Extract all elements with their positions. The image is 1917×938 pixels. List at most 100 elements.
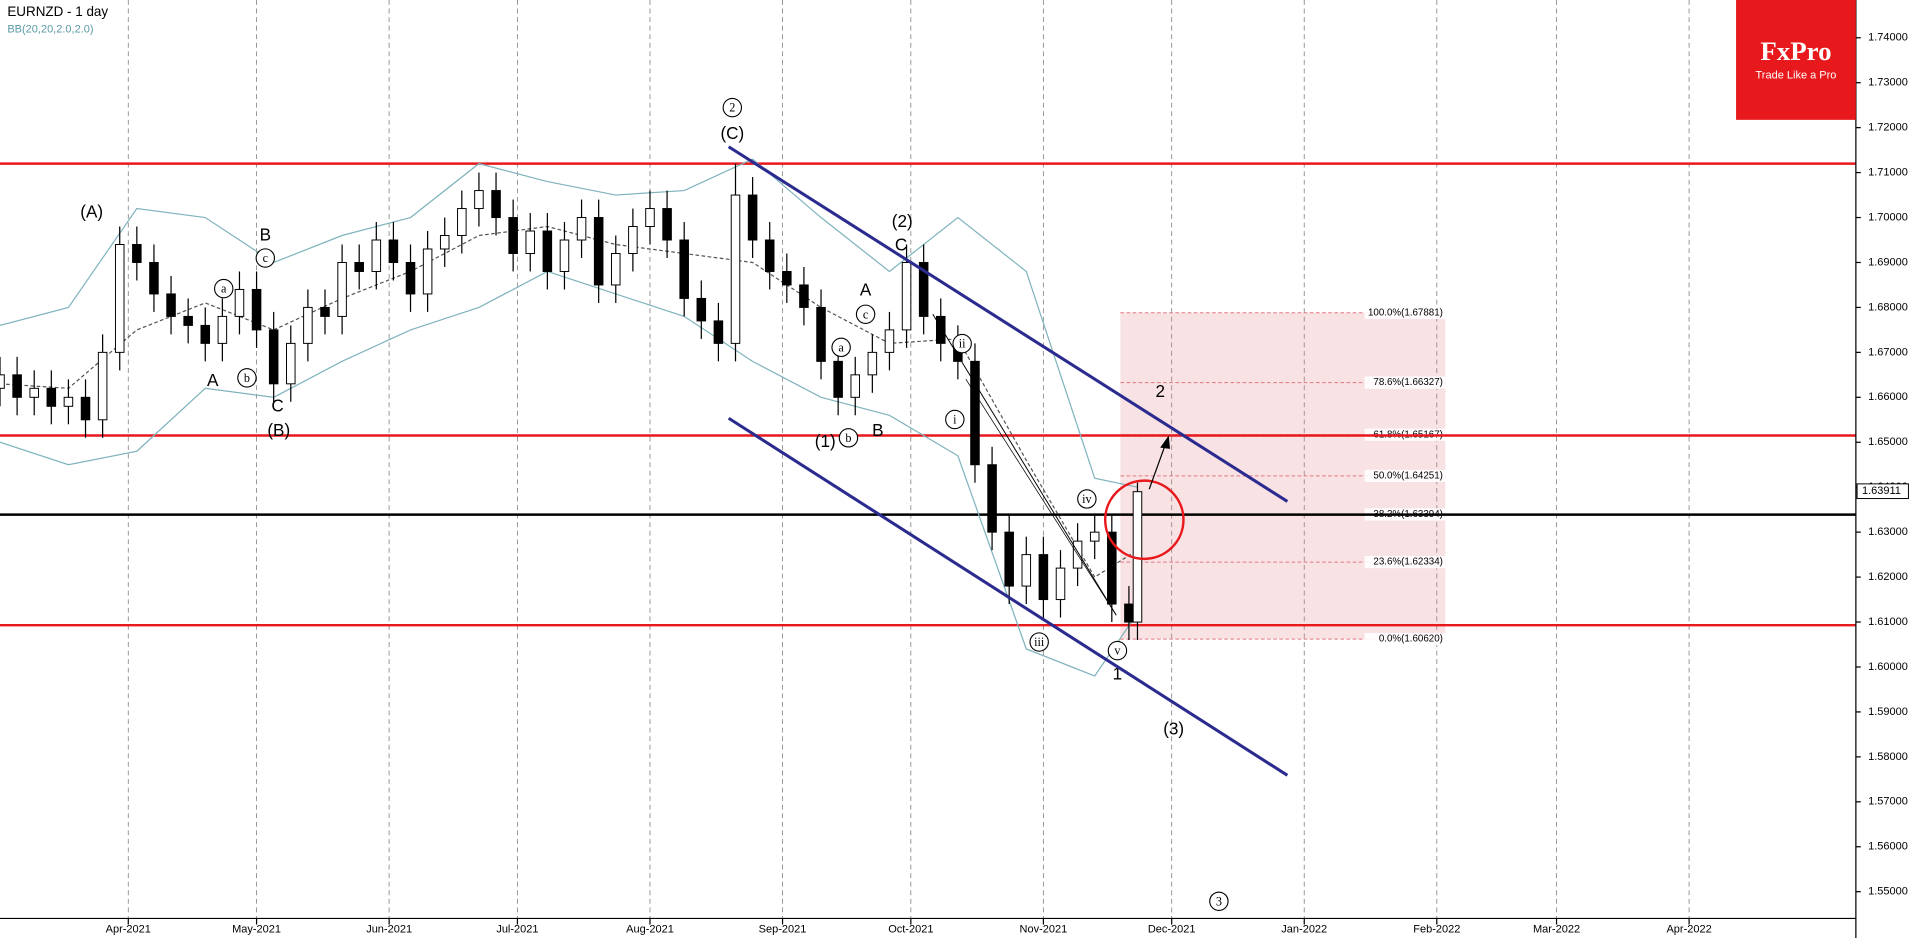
wave-circle — [855, 304, 876, 325]
candle-body — [0, 374, 5, 389]
y-tick-label: 1.59000 — [1868, 706, 1908, 718]
y-tick-label: 1.71000 — [1868, 166, 1908, 178]
x-tick-label: Mar-2022 — [1533, 923, 1580, 935]
wave-label: 2 — [1155, 382, 1165, 401]
chart-title: EURNZD - 1 day — [7, 4, 108, 19]
y-tick-label: 1.60000 — [1868, 661, 1908, 673]
candle-body — [422, 248, 433, 295]
y-tick-label: 1.73000 — [1868, 77, 1908, 89]
wave-label: (C) — [720, 124, 744, 143]
candle-body — [457, 208, 467, 237]
wave-label: i — [953, 412, 957, 426]
x-tick-label: Dec-2021 — [1148, 923, 1196, 935]
y-tick-label: 1.69000 — [1868, 256, 1908, 268]
fib-label: 23.6%(1.62334) — [1373, 557, 1442, 568]
candle-body — [1021, 554, 1032, 587]
wave-label: C — [895, 235, 907, 254]
wave-label: a — [838, 340, 844, 354]
candle-body — [303, 306, 313, 344]
fib-label-box — [1364, 376, 1446, 389]
wave-label: (1) — [815, 432, 836, 451]
x-tick-label: Apr-2021 — [106, 923, 151, 935]
wave-circle — [722, 97, 743, 118]
bb-lower — [0, 270, 1138, 677]
logo-box — [1736, 0, 1856, 120]
arrow-head — [1160, 435, 1171, 449]
wave-label: b — [244, 371, 250, 385]
wave-label: (3) — [1163, 720, 1184, 739]
wave-circle — [831, 337, 851, 358]
candle-body — [1107, 531, 1117, 605]
channel-upper — [727, 145, 1289, 503]
wave-circle — [255, 248, 276, 268]
wave-label: ii — [959, 337, 966, 351]
y-tick-label: 1.68000 — [1868, 301, 1908, 313]
wave-line — [932, 314, 1117, 616]
candle-body — [337, 261, 347, 317]
wave-label: (A) — [80, 202, 103, 221]
candle-body — [730, 194, 741, 344]
fib-label-box — [1364, 469, 1446, 483]
y-tick-label: 1.62000 — [1868, 571, 1908, 583]
candle-body — [782, 270, 792, 286]
wave-label: c — [263, 251, 269, 265]
candle-body — [166, 293, 176, 317]
wave-label: a — [221, 282, 227, 296]
candle-body — [833, 360, 843, 398]
candle-body — [320, 306, 330, 317]
fib-label-box — [1364, 306, 1446, 319]
y-tick-label: 1.67000 — [1868, 346, 1908, 358]
candle-body — [12, 374, 22, 398]
candle-body — [132, 244, 142, 263]
candle-body — [200, 324, 211, 344]
y-tick-label: 1.74000 — [1868, 32, 1908, 44]
wave-circle — [214, 278, 234, 299]
plot: 100.0%(1.67881)78.6%(1.66327)61.8%(1.651… — [0, 97, 1856, 912]
candle-body — [1089, 531, 1100, 542]
grid — [127, 0, 1861, 925]
x-tick-label: Oct-2021 — [888, 923, 933, 935]
fib-label: 78.6%(1.66327) — [1373, 377, 1442, 388]
y-tick-label: 1.70000 — [1868, 211, 1908, 223]
price-tag-box — [1856, 483, 1909, 500]
candle-body — [850, 374, 861, 398]
wave-circle — [1209, 891, 1229, 912]
wave-label: B — [872, 421, 883, 440]
y-tick-label: 1.72000 — [1868, 122, 1908, 134]
x-tick-label: Aug-2021 — [626, 923, 674, 935]
y-tick-label: 1.66000 — [1868, 391, 1908, 403]
channel-lower — [727, 416, 1289, 777]
x-tick-label: Apr-2022 — [1666, 923, 1711, 935]
wave-circle — [945, 409, 965, 430]
x-tick-label: Jul-2021 — [496, 923, 538, 935]
logo-brand: FxPro — [1760, 36, 1831, 66]
wave-label: 2 — [729, 101, 735, 115]
candle-body — [816, 306, 826, 362]
wave-circle — [237, 368, 257, 388]
highlight-circle — [1103, 479, 1185, 561]
indicator-label: BB(20,20,2.0,2.0) — [7, 23, 93, 35]
wave-label: (2) — [892, 212, 913, 231]
wave-circle — [1107, 640, 1128, 661]
candle-body — [576, 217, 587, 241]
bb-upper — [0, 158, 1138, 488]
candle-body — [114, 244, 125, 353]
candle-body — [764, 239, 775, 272]
y-tick-label: 1.55000 — [1868, 886, 1908, 898]
wave-label: 3 — [1216, 894, 1222, 908]
wave-circle — [1077, 489, 1097, 509]
candle-body — [901, 261, 912, 331]
candle-body — [63, 396, 74, 407]
candle-body — [713, 320, 724, 344]
candle-body — [559, 239, 570, 272]
candle-body — [1038, 554, 1049, 601]
candle-body — [645, 208, 655, 228]
wave-label: A — [860, 281, 872, 300]
candle-body — [542, 230, 553, 272]
wave-label: iii — [1034, 635, 1045, 649]
candle-body — [970, 360, 980, 466]
candle-body — [918, 261, 929, 317]
candle-body — [286, 342, 296, 385]
